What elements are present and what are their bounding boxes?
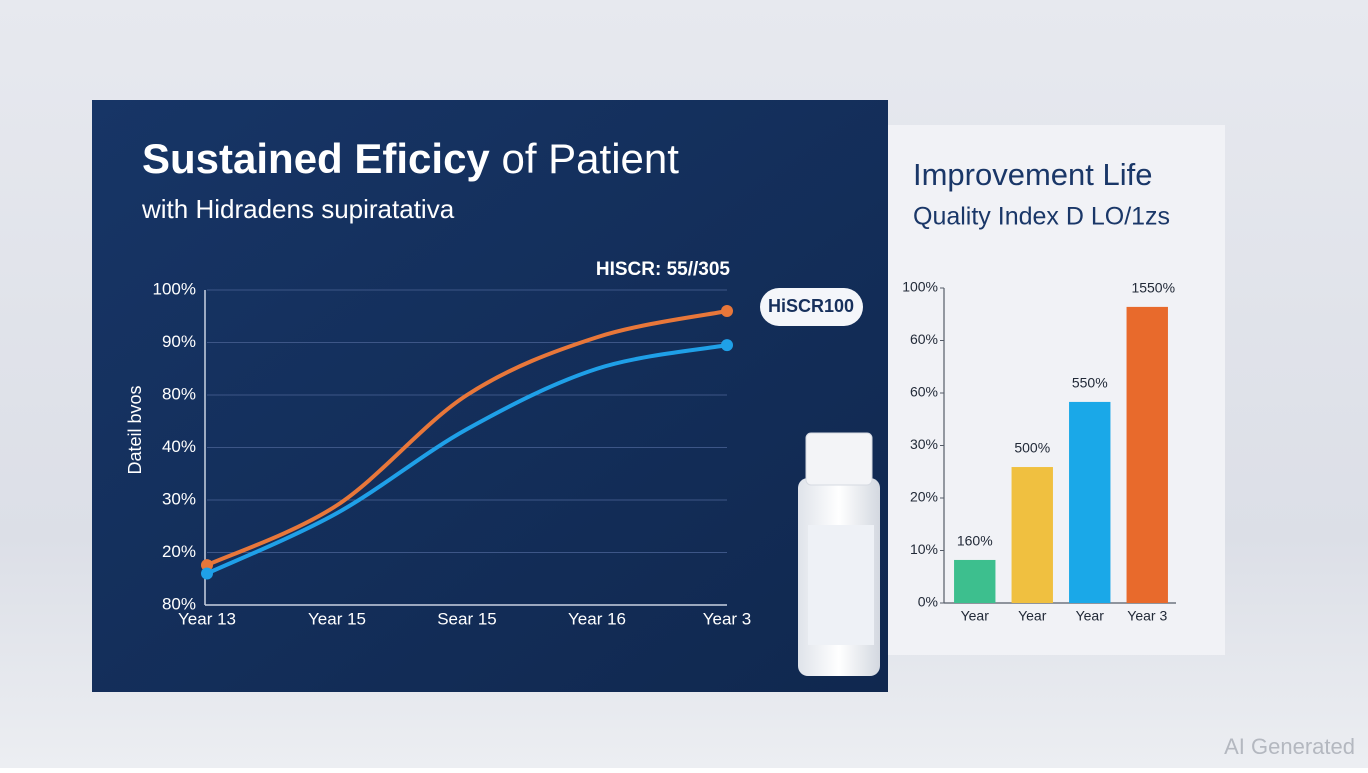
bar-annotation: 160%	[957, 533, 993, 549]
chart-subtitle: Quality Index D LO/1zs	[913, 203, 1170, 231]
bar	[1069, 401, 1111, 603]
bottle-label	[808, 525, 874, 645]
bottle-cap	[805, 432, 873, 486]
x-tick-label: Year 16	[568, 609, 626, 628]
chart-title: Improvement Life	[913, 157, 1153, 192]
line-series	[205, 343, 729, 576]
line-series	[205, 309, 729, 568]
x-tick-label: Year 3	[703, 609, 752, 628]
bar	[954, 559, 996, 603]
y-tick-label: 100%	[153, 279, 196, 298]
badge: HiSCR100	[768, 296, 854, 316]
x-tick-label: Year	[1076, 608, 1105, 624]
y-axis-label: Dateil bvos	[125, 385, 145, 474]
left-panel	[92, 100, 888, 692]
line-end-dot	[721, 305, 733, 317]
bottle	[798, 432, 880, 676]
y-tick-label: 80%	[162, 384, 196, 403]
x-tick-label: Year 13	[178, 609, 236, 628]
y-tick-label: 80%	[162, 594, 196, 613]
bar	[1011, 467, 1053, 603]
badge-pill	[760, 288, 863, 326]
title-rest: of Patient	[501, 135, 679, 182]
x-tick-label: Year 15	[308, 609, 366, 628]
y-tick-label: 20%	[162, 542, 196, 561]
bar	[1126, 306, 1168, 603]
bar-annotation: 1550%	[1131, 280, 1175, 296]
x-tick-label: Year	[1018, 608, 1047, 624]
y-tick-label: 60%	[910, 384, 938, 400]
chart-subtitle: with Hidradens supiratativa	[141, 194, 455, 224]
y-tick-label: 30%	[910, 436, 938, 452]
y-tick-label: 90%	[162, 332, 196, 351]
y-tick-label: 100%	[902, 279, 938, 295]
line-end-dot	[721, 339, 733, 352]
y-tick-label: 30%	[162, 489, 196, 508]
x-tick-label: Year 3	[1127, 608, 1167, 624]
watermark: AI Generated	[1224, 734, 1355, 759]
line-end-dot	[201, 567, 213, 580]
y-tick-label: 40%	[162, 437, 196, 456]
y-tick-label: 60%	[910, 331, 938, 347]
annotation: HISCR: 55//305	[596, 259, 731, 280]
x-tick-label: Sear 15	[437, 609, 497, 628]
bar-annotation: 500%	[1014, 440, 1050, 456]
title-bold: Sustained Eficicy	[142, 135, 490, 182]
bar-annotation: 550%	[1072, 375, 1108, 391]
line-end-dot	[201, 559, 213, 572]
chart-title: Sustained Eficicy of Patient	[142, 135, 679, 182]
y-tick-label: 20%	[910, 489, 938, 505]
y-tick-label: 0%	[918, 594, 938, 610]
y-tick-label: 10%	[910, 541, 938, 557]
x-tick-label: Year	[961, 608, 990, 624]
